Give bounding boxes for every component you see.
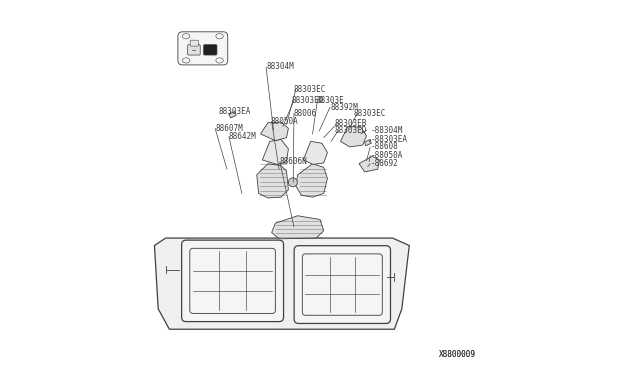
Text: -88050A: -88050A: [370, 151, 403, 160]
Polygon shape: [260, 122, 289, 141]
Polygon shape: [296, 164, 328, 197]
Polygon shape: [359, 156, 380, 172]
Text: 88607M: 88607M: [215, 124, 243, 133]
Text: -88608: -88608: [370, 142, 398, 151]
FancyBboxPatch shape: [182, 240, 284, 321]
Text: 88303EA: 88303EA: [219, 107, 251, 116]
Text: X8800009: X8800009: [439, 350, 476, 359]
Polygon shape: [340, 126, 367, 147]
Text: X8800009: X8800009: [439, 350, 476, 359]
FancyBboxPatch shape: [294, 246, 390, 324]
Text: 88050A: 88050A: [271, 117, 299, 126]
Polygon shape: [257, 164, 289, 198]
Polygon shape: [365, 140, 371, 146]
FancyBboxPatch shape: [178, 32, 228, 65]
Text: 88303ED: 88303ED: [335, 126, 367, 135]
Text: 88303EC: 88303EC: [294, 85, 326, 94]
FancyBboxPatch shape: [190, 40, 198, 46]
Text: -88303EA: -88303EA: [370, 135, 407, 144]
Text: 88304M: 88304M: [266, 62, 294, 71]
FancyBboxPatch shape: [188, 45, 200, 55]
Text: -88304M: -88304M: [370, 126, 403, 135]
Text: 88303E: 88303E: [316, 96, 344, 105]
Text: -88692: -88692: [370, 159, 398, 168]
Ellipse shape: [216, 34, 223, 39]
Text: 88303EC: 88303EC: [353, 109, 386, 118]
Text: 88303EB: 88303EB: [335, 119, 367, 128]
Polygon shape: [271, 216, 324, 239]
Text: 88006: 88006: [294, 109, 317, 118]
Ellipse shape: [182, 58, 190, 63]
Polygon shape: [262, 140, 289, 164]
FancyBboxPatch shape: [204, 45, 217, 55]
Text: 88392M: 88392M: [330, 103, 358, 112]
Ellipse shape: [182, 34, 190, 39]
Polygon shape: [229, 112, 236, 118]
Polygon shape: [303, 141, 328, 164]
Circle shape: [289, 178, 298, 187]
Polygon shape: [154, 238, 410, 329]
Text: 88606N: 88606N: [279, 157, 307, 166]
Text: 88303ED: 88303ED: [292, 96, 324, 105]
Ellipse shape: [216, 58, 223, 63]
Text: 88642M: 88642M: [229, 132, 257, 141]
